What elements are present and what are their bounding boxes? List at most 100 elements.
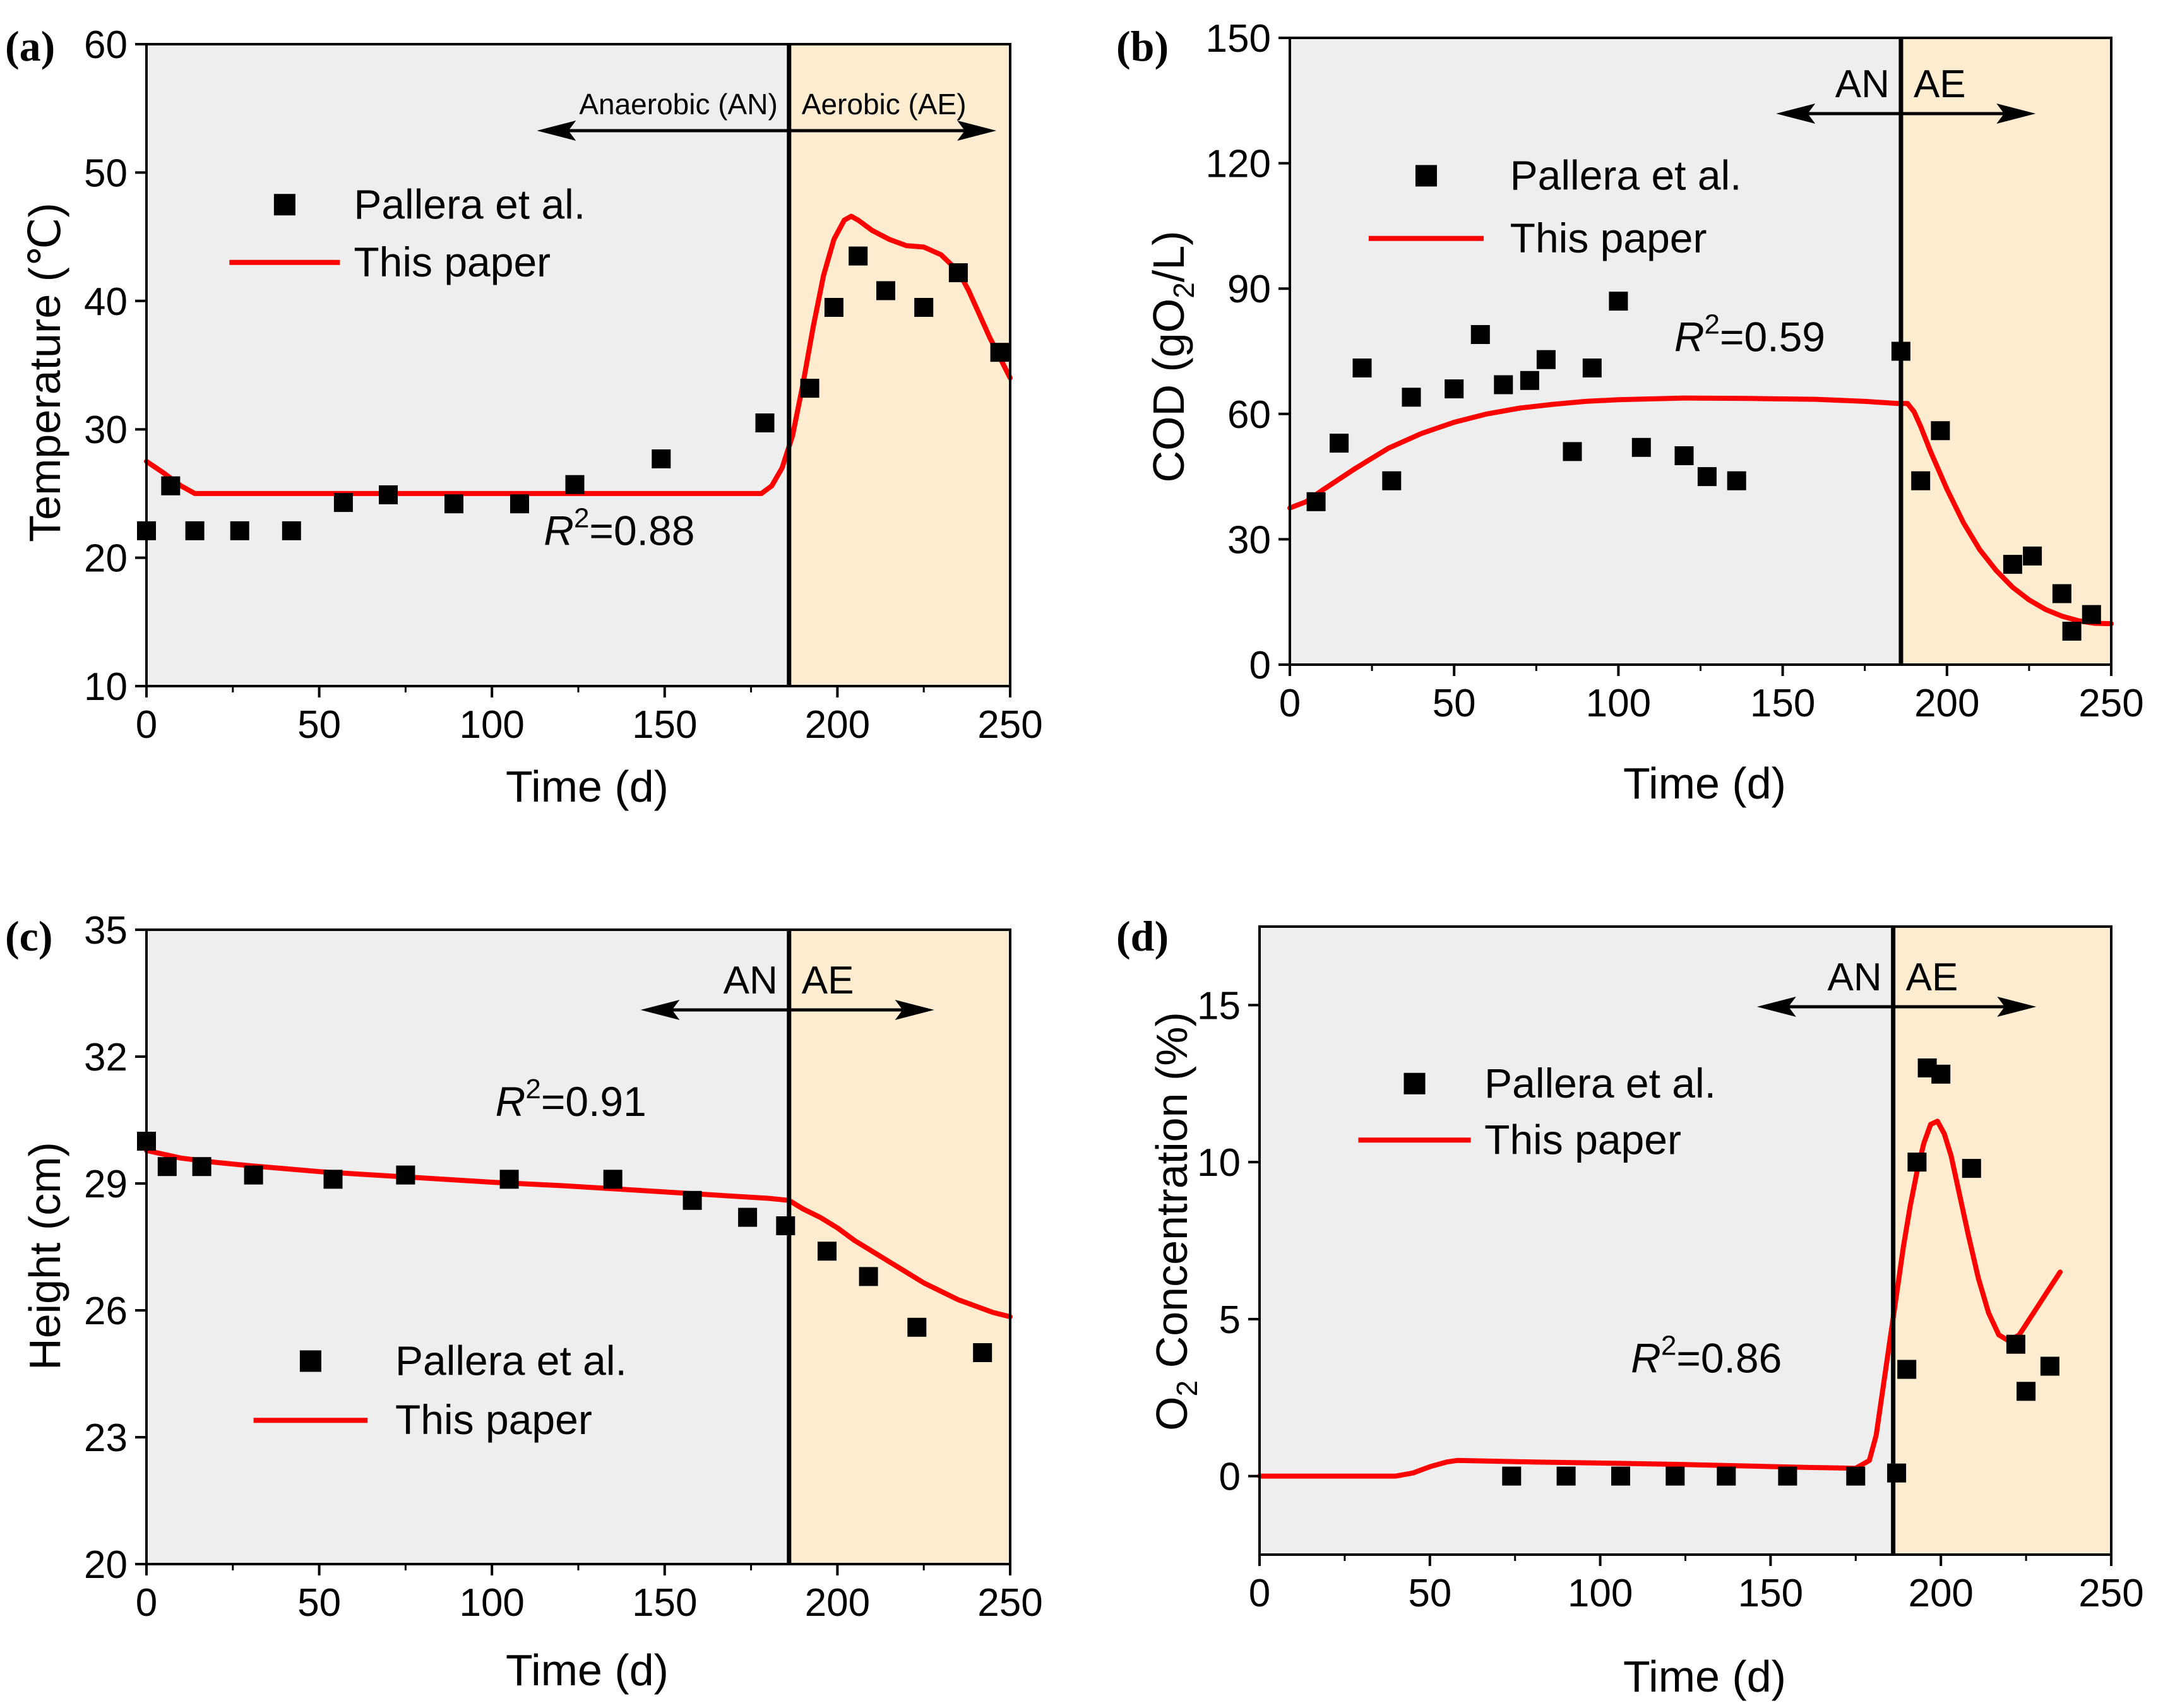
panel-b-arrow-left-label: AN bbox=[1835, 62, 1890, 106]
panel-a-marker bbox=[161, 476, 181, 495]
panel-d-arrow-right-head bbox=[1997, 997, 2037, 1017]
panel-b-x-tick-label: 250 bbox=[2078, 682, 2143, 725]
panel-a-x-tick-label: 0 bbox=[136, 703, 157, 747]
panel-c-y-tick-label: 20 bbox=[84, 1543, 128, 1587]
panel-b-y-tick-label: 120 bbox=[1206, 143, 1271, 186]
panel-c-marker bbox=[738, 1207, 758, 1227]
panel-a-marker bbox=[379, 485, 398, 504]
panel-b-y-tick-label: 30 bbox=[1227, 518, 1271, 562]
panel-d-marker bbox=[1717, 1466, 1736, 1486]
panel-b-legend-marker bbox=[1415, 165, 1437, 187]
panel-b-plot: 0 50 100 150 200 250 0 30 60 90 120 150 AN AE R2=0.59 P… bbox=[1206, 17, 2144, 725]
panel-c-arrow-right-label: AE bbox=[802, 959, 854, 1002]
panel-d-model-line bbox=[1257, 1118, 2063, 1479]
panel-a-arrow-right-head bbox=[957, 121, 997, 141]
panel-a-anaerobic-region bbox=[146, 44, 789, 686]
panel-a-x-axis-title: Time (d) bbox=[506, 762, 669, 811]
panel-a-marker bbox=[652, 449, 671, 468]
panel-c-plot: 0 50 100 150 200 250 20 23 26 29 32 35 AN AE R2=0.91 Pa… bbox=[84, 909, 1043, 1625]
panel-b-x-tick-label: 50 bbox=[1433, 682, 1476, 725]
panel-c-marker bbox=[818, 1242, 837, 1261]
panel-a-y-tick-label: 60 bbox=[84, 23, 128, 67]
panel-d-marker bbox=[1611, 1466, 1630, 1486]
panel-c-marker bbox=[859, 1267, 878, 1286]
panel-a-marker bbox=[185, 521, 205, 540]
panel-c-x-axis-title: Time (d) bbox=[506, 1646, 669, 1695]
panel-a-y-tick-label: 10 bbox=[84, 665, 128, 709]
panel-b-arrow-left-head bbox=[1776, 104, 1816, 124]
panel-c-y-tick-label: 35 bbox=[84, 909, 128, 952]
panel-a-y-tick-label: 30 bbox=[84, 408, 128, 452]
panel-a-marker bbox=[230, 521, 249, 540]
panel-a-marker bbox=[876, 281, 895, 300]
panel-a-label: (a) bbox=[5, 22, 55, 70]
panel-d-y-tick-label: 0 bbox=[1219, 1456, 1241, 1499]
panel-d-marker bbox=[1931, 1064, 1951, 1084]
panel-c-y-tick-label: 32 bbox=[84, 1036, 128, 1079]
panel-d-y-axis-title: O2 Concentration (%) bbox=[1147, 1012, 1203, 1431]
panel-b-marker bbox=[2003, 555, 2022, 574]
panel-a-legend-line-label: This paper bbox=[354, 239, 551, 285]
panel-b-legend-line-label: This paper bbox=[1510, 215, 1707, 261]
panel-b-x-tick-label: 200 bbox=[1914, 682, 1979, 725]
panel-b-marker bbox=[1470, 325, 1490, 344]
panel-b-legend-scatter-label: Pallera et al. bbox=[1510, 151, 1742, 198]
panel-c-y-tick-label: 23 bbox=[84, 1416, 128, 1460]
panel-d-marker bbox=[2040, 1356, 2059, 1376]
panel-b-marker bbox=[1609, 292, 1628, 311]
panel-b-marker bbox=[1494, 375, 1513, 394]
panel-b-x-axis-title: Time (d) bbox=[1623, 759, 1786, 808]
panel-b-marker bbox=[2052, 584, 2071, 603]
panel-c-x-tick-label: 250 bbox=[977, 1581, 1042, 1625]
panel-c-marker bbox=[907, 1317, 927, 1337]
panel-d-marker bbox=[2006, 1334, 2025, 1354]
panel-d-y-tick-label: 10 bbox=[1197, 1141, 1241, 1185]
panel-d-marker bbox=[1665, 1466, 1685, 1486]
panel-a-x-tick-label: 200 bbox=[805, 703, 870, 747]
panel-c-marker bbox=[157, 1157, 177, 1177]
panel-a-marker bbox=[824, 298, 843, 317]
panel-d-x-tick-label: 50 bbox=[1408, 1572, 1451, 1615]
panel-c-x-tick-label: 0 bbox=[136, 1581, 157, 1625]
panel-d-marker bbox=[1502, 1466, 1522, 1486]
panel-d-marker bbox=[1556, 1466, 1576, 1486]
panel-c-marker bbox=[499, 1170, 519, 1189]
panel-d-arrow-left-label: AN bbox=[1828, 956, 1882, 999]
panel-a-arrow-right-label: Aerobic (AE) bbox=[802, 88, 967, 121]
panel-d-legend-scatter-label: Pallera et al. bbox=[1484, 1060, 1716, 1106]
panel-b-r2-annotation: R2=0.59 bbox=[1674, 309, 1825, 360]
panel-b-marker bbox=[1330, 434, 1349, 453]
panel-d-aerobic-region bbox=[1893, 927, 2111, 1555]
panel-b-x-tick-label: 150 bbox=[1750, 682, 1815, 725]
panel-d-x-axis-title: Time (d) bbox=[1623, 1652, 1786, 1701]
panel-a-plot: 0 50 100 150 200 250 10 20 30 40 50 60 Anaerobic (AN… bbox=[84, 23, 1043, 747]
panel-c-arrow-left-label: AN bbox=[724, 959, 778, 1002]
panel-a-marker bbox=[565, 475, 585, 494]
panel-d-legend-marker bbox=[1403, 1072, 1426, 1094]
panel-c-marker bbox=[973, 1343, 992, 1362]
panel-b-model-line bbox=[1287, 395, 2114, 627]
panel-b-marker bbox=[1911, 471, 1931, 490]
panel-a: 0 50 100 150 200 250 10 20 30 40 50 60 Anaerobic (AN… bbox=[5, 22, 1043, 811]
panel-c: 0 50 100 150 200 250 20 23 26 29 32 35 AN AE R2=0.91 Pa… bbox=[5, 909, 1043, 1695]
panel-d-y-tick-label: 15 bbox=[1197, 984, 1241, 1028]
panel-b-y-tick-label: 150 bbox=[1206, 17, 1271, 61]
panel-d-arrow-left-head bbox=[1756, 997, 1796, 1017]
panel-a-marker bbox=[914, 298, 934, 317]
panel-c-marker bbox=[192, 1157, 212, 1177]
panel-a-marker bbox=[333, 493, 353, 513]
panel-c-marker bbox=[244, 1165, 263, 1185]
panel-c-marker bbox=[396, 1165, 415, 1185]
panel-b-marker bbox=[2023, 546, 2042, 566]
panel-b-arrow-right-label: AE bbox=[1914, 62, 1966, 106]
panel-a-y-tick-label: 20 bbox=[84, 537, 128, 581]
panel-a-x-tick-label: 50 bbox=[297, 703, 341, 747]
panel-a-marker bbox=[755, 413, 775, 432]
panel-b-y-tick-label: 60 bbox=[1227, 393, 1271, 437]
panel-b-marker bbox=[2062, 622, 2082, 641]
panel-c-marker bbox=[323, 1170, 343, 1189]
panel-c-y-tick-label: 26 bbox=[84, 1290, 128, 1333]
panel-c-arrow-right-head bbox=[895, 1000, 934, 1020]
panel-d-x-tick-label: 200 bbox=[1908, 1572, 1973, 1615]
panel-c-label: (c) bbox=[5, 912, 52, 960]
